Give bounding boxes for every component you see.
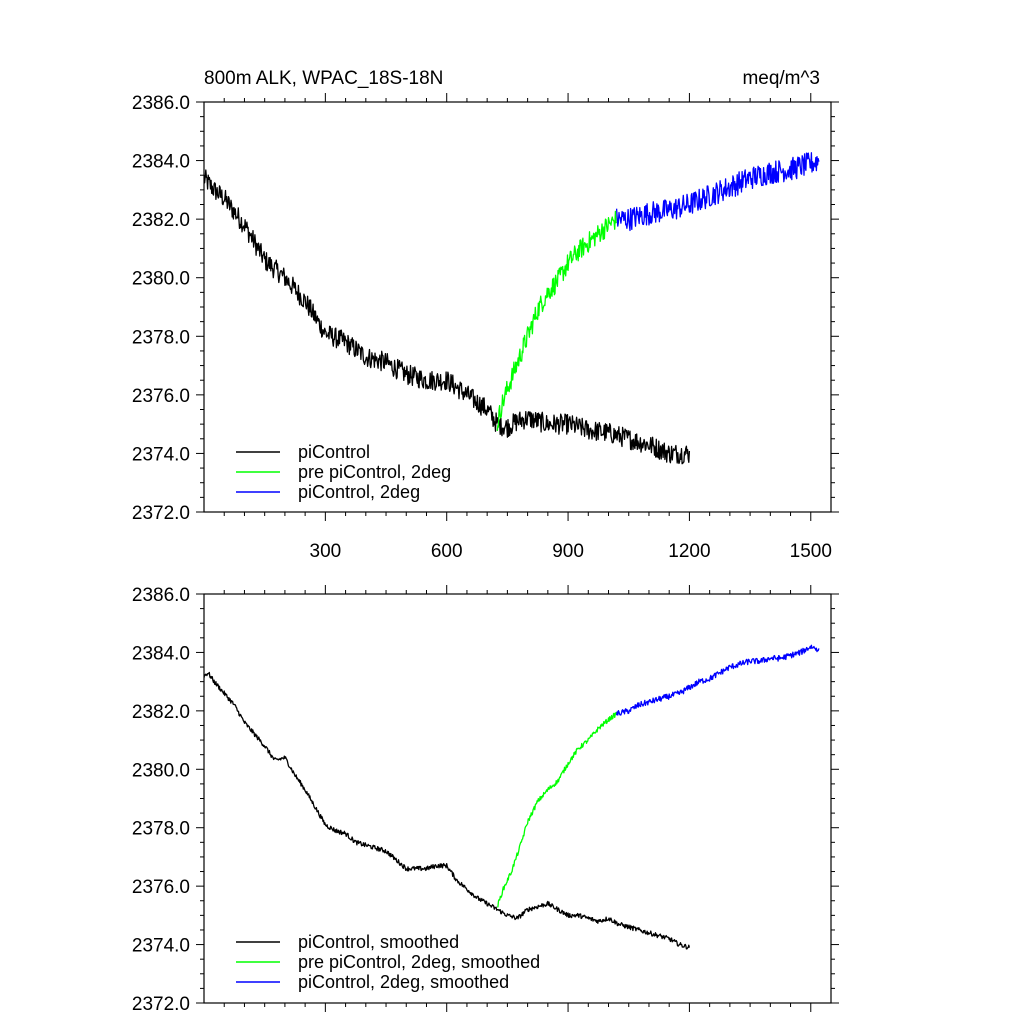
- y-tick-label: 2378.0: [132, 327, 190, 348]
- series-line-bottom-1: [497, 711, 618, 908]
- series-line-bottom-0: [204, 671, 691, 950]
- y-tick-label: 2376.0: [132, 386, 190, 407]
- legend-label: piControl, 2deg: [298, 482, 420, 502]
- y-tick-label: 2384.0: [132, 643, 190, 664]
- y-tick-label: 2372.0: [132, 994, 190, 1015]
- legend-label: piControl, 2deg, smoothed: [298, 972, 509, 992]
- series-group: [204, 644, 820, 950]
- x-tick-label: 1200: [668, 541, 710, 562]
- plot-title-left: 800m ALK, WPAC_18S-18N: [204, 68, 443, 89]
- bottom-panel: 2372.0 2374.0 2376.0 2378.0 2380.0 2382.0 2384…: [132, 585, 839, 1015]
- x-tick-label: 600: [431, 541, 463, 562]
- plot-units-label: meq/m^3: [742, 68, 820, 89]
- series-line-top-2: [615, 152, 820, 232]
- y-tick-label: 2376.0: [132, 877, 190, 898]
- series-line-bottom-2: [615, 644, 820, 716]
- legend-label: pre piControl, 2deg: [298, 462, 451, 482]
- x-tick-label: 1500: [790, 541, 832, 562]
- y-tick-label: 2374.0: [132, 444, 190, 465]
- series-group: [204, 152, 820, 465]
- y-tick-label: 2372.0: [132, 503, 190, 524]
- x-tick-label: 300: [310, 541, 342, 562]
- series-line-top-0: [204, 169, 691, 465]
- series-line-top-1: [496, 210, 618, 431]
- y-tick-label: 2380.0: [132, 760, 190, 781]
- x-tick-label: 900: [552, 541, 584, 562]
- y-tick-label: 2384.0: [132, 152, 190, 173]
- legend-label: pre piControl, 2deg, smoothed: [298, 952, 540, 972]
- y-tick-label: 2378.0: [132, 819, 190, 840]
- y-tick-label: 2382.0: [132, 210, 190, 231]
- top-panel: 2372.0 2374.0 2376.0 2378.0 2380.0 2382.0 2384…: [132, 93, 839, 562]
- y-tick-label: 2382.0: [132, 702, 190, 723]
- y-tick-label: 2386.0: [132, 93, 190, 114]
- y-tick-label: 2374.0: [132, 936, 190, 957]
- y-tick-label: 2380.0: [132, 269, 190, 290]
- legend-label: piControl: [298, 442, 370, 462]
- y-tick-label: 2386.0: [132, 585, 190, 606]
- legend-label: piControl, smoothed: [298, 932, 459, 952]
